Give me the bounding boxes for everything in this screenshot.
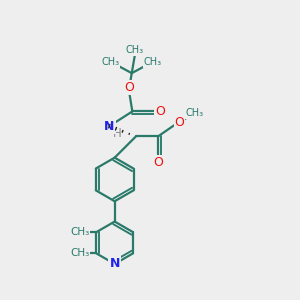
Text: O: O xyxy=(175,116,184,129)
Text: CH₃: CH₃ xyxy=(144,57,162,67)
Text: CH₃: CH₃ xyxy=(70,248,89,258)
Text: O: O xyxy=(124,81,134,94)
Text: O: O xyxy=(155,105,165,118)
Text: CH₃: CH₃ xyxy=(70,227,89,237)
Text: O: O xyxy=(153,156,163,169)
Text: H: H xyxy=(113,127,122,140)
Text: CH₃: CH₃ xyxy=(186,108,204,118)
Text: N: N xyxy=(104,120,115,133)
Text: CH₃: CH₃ xyxy=(126,45,144,55)
Text: CH₃: CH₃ xyxy=(101,57,120,67)
Text: N: N xyxy=(110,257,120,271)
